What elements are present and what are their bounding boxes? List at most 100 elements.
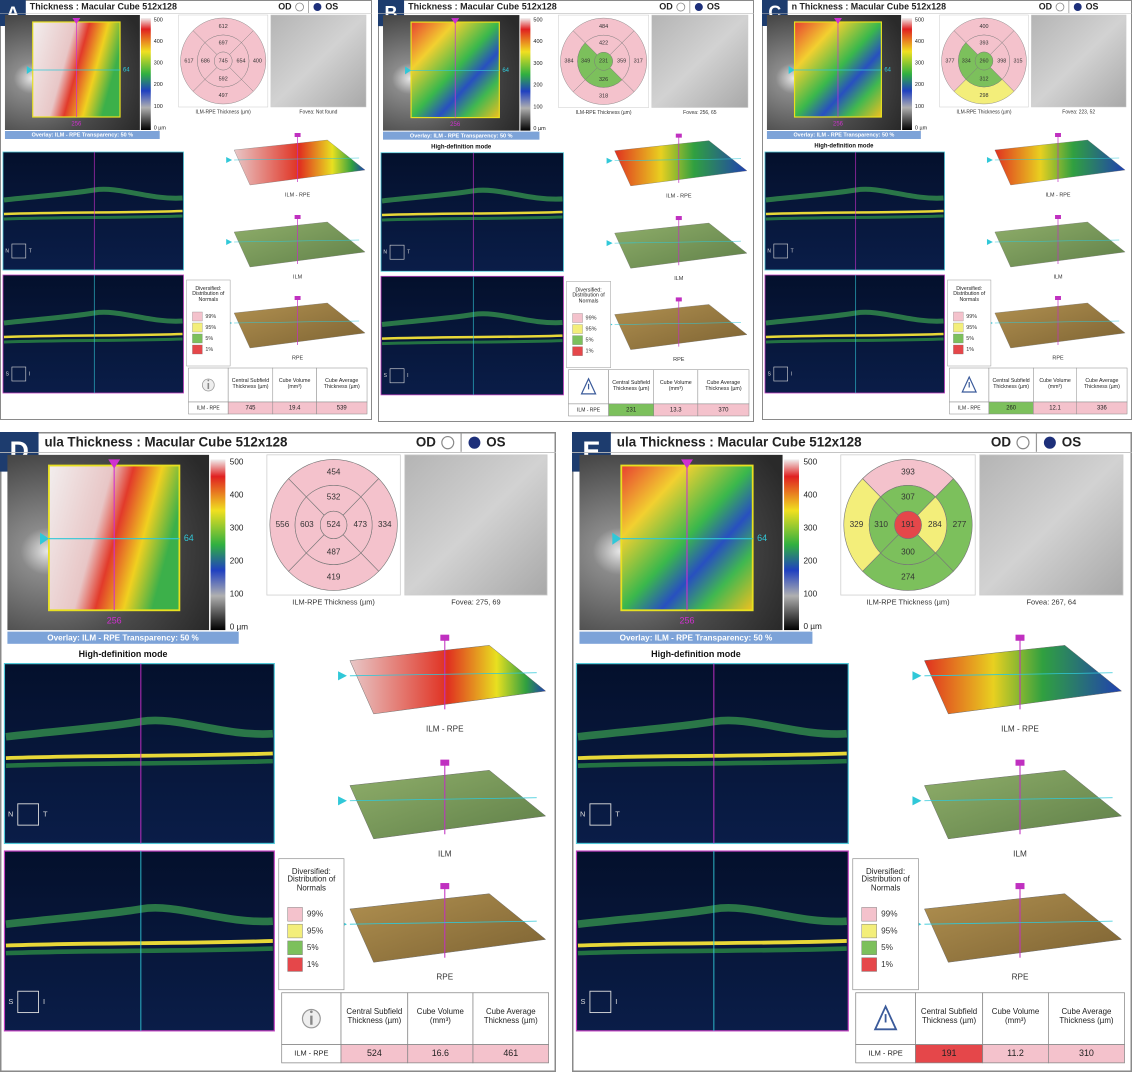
eye-os-radio bbox=[468, 436, 481, 449]
table-value: 16.6 bbox=[432, 1048, 449, 1058]
surface-label: ILM bbox=[674, 276, 684, 282]
surface-marker bbox=[440, 759, 450, 766]
overlay-caption: Overlay: ILM - RPE Transparency: 50 % bbox=[47, 633, 199, 642]
legend-swatch bbox=[953, 333, 964, 344]
inner-value: 422 bbox=[599, 41, 608, 47]
legend-swatch bbox=[192, 333, 203, 344]
eye-od-radio bbox=[1055, 2, 1065, 12]
overlay-bar bbox=[766, 131, 921, 139]
scan-marker-left bbox=[40, 532, 49, 545]
hd-mode: High-definition mode bbox=[814, 144, 874, 150]
surface-cyan bbox=[994, 157, 1120, 161]
inner-value: 487 bbox=[327, 548, 341, 557]
map-label: ILM-RPE Thickness (µm) bbox=[196, 109, 252, 115]
table-header: Central Subfield Thickness (µm) bbox=[920, 1008, 978, 1027]
legend-label: 99% bbox=[307, 909, 324, 918]
table-header-cell bbox=[272, 367, 317, 403]
surface-marker bbox=[675, 133, 682, 138]
table-header: Cube Average Thickness (µm) bbox=[1083, 378, 1120, 390]
outer-value: 334 bbox=[378, 520, 392, 529]
legend-swatch bbox=[861, 923, 877, 939]
legend-label: 99% bbox=[966, 314, 977, 320]
color-bar-label: 200 bbox=[803, 555, 817, 565]
orientation-label: S bbox=[768, 371, 772, 377]
map-label: ILM-RPE Thickness (µm) bbox=[866, 598, 950, 607]
eye-os: OS bbox=[1062, 434, 1081, 449]
inner-value: 398 bbox=[997, 58, 1006, 64]
overlay-caption: Overlay: ILM - RPE Transparency: 50 % bbox=[620, 632, 773, 642]
color-bar bbox=[140, 18, 151, 130]
surface-3d bbox=[349, 770, 547, 840]
color-bar-label: 100 bbox=[154, 104, 163, 110]
surface-cyan bbox=[994, 320, 1120, 324]
color-bar-label: 100 bbox=[230, 589, 244, 598]
table-value: 231 bbox=[626, 408, 637, 414]
surface-marker bbox=[1055, 296, 1061, 300]
legend-label: 99% bbox=[586, 315, 597, 321]
orientation-label: I bbox=[615, 997, 617, 1006]
outer-value: 377 bbox=[945, 58, 954, 64]
color-bar-label: 400 bbox=[230, 491, 244, 500]
info-icon-mark bbox=[310, 1015, 313, 1025]
fovea-label: Fovea: 267, 64 bbox=[1026, 598, 1076, 607]
surface-label: RPE bbox=[436, 973, 453, 982]
surface-marker bbox=[440, 883, 450, 890]
surface-label: ILM bbox=[1013, 848, 1027, 858]
color-bar-label: 0 µm bbox=[154, 125, 167, 131]
legend-title-box: Diversified: Distribution of Normals bbox=[572, 287, 604, 304]
eye-od-radio bbox=[441, 435, 455, 450]
panel-canvas: A Thickness : Macular Cube 512x128 OD OS642… bbox=[0, 0, 372, 420]
orientation-label: T bbox=[43, 809, 48, 818]
orientation-label: N bbox=[383, 250, 387, 256]
legend-label: 95% bbox=[205, 325, 216, 331]
eye-od: OD bbox=[416, 434, 436, 449]
table-value: 310 bbox=[1079, 1048, 1094, 1058]
oct-rpe bbox=[577, 751, 847, 760]
table-value: 11.2 bbox=[1007, 1048, 1024, 1058]
color-bar-label: 500 bbox=[533, 18, 542, 24]
color-bar-label: 0 µm bbox=[230, 622, 248, 631]
outer-value: 484 bbox=[599, 24, 608, 30]
eye-os-radio bbox=[313, 3, 322, 11]
table-header-cell bbox=[982, 992, 1049, 1045]
table-value: 745 bbox=[246, 406, 257, 412]
orientation-box bbox=[17, 990, 39, 1014]
center-value: 745 bbox=[219, 58, 228, 64]
eye-od-radio bbox=[1016, 435, 1030, 450]
table-header: Central Subfield Thickness (µm) bbox=[231, 378, 270, 390]
scan-x-label: 64 bbox=[884, 68, 891, 74]
table-header-box: Cube Average Thickness (µm) bbox=[324, 379, 360, 390]
color-bar-label: 100 bbox=[803, 588, 817, 598]
surface-3d bbox=[233, 302, 366, 349]
surface-3d bbox=[924, 893, 1123, 963]
orientation-box bbox=[11, 243, 27, 259]
table-header-box: Cube Volume (mm³) bbox=[279, 379, 311, 390]
color-bar-label: 200 bbox=[230, 556, 244, 565]
color-bar-label: 300 bbox=[230, 523, 244, 532]
surface-cyan bbox=[614, 322, 741, 325]
eye-od: OD bbox=[1039, 1, 1053, 11]
center-value: 524 bbox=[327, 520, 341, 529]
scan-y-label: 256 bbox=[833, 122, 844, 128]
table-header-cell bbox=[472, 992, 549, 1045]
map-label: ILM-RPE Thickness (µm) bbox=[292, 598, 375, 607]
overlay-caption: Overlay: ILM - RPE Transparency: 50 % bbox=[793, 133, 894, 139]
inner-value: 592 bbox=[219, 76, 228, 82]
table-value-cell bbox=[1048, 1044, 1125, 1064]
inner-value: 686 bbox=[201, 58, 210, 64]
legend-label: 5% bbox=[966, 336, 974, 342]
table-row-label: ILM - RPE bbox=[197, 405, 221, 411]
color-bar-label: 0 µm bbox=[533, 126, 546, 132]
table-header-box: Central Subfield Thickness (µm) bbox=[231, 378, 270, 390]
table-value-cell bbox=[697, 403, 750, 417]
orientation-box bbox=[773, 366, 788, 382]
scan-x-label: 64 bbox=[123, 68, 130, 74]
inner-value: 697 bbox=[219, 40, 228, 46]
table-header-box: Cube Volume (mm³) bbox=[417, 1009, 464, 1026]
color-bar-label: 100 bbox=[915, 104, 924, 110]
legend-swatch bbox=[287, 957, 303, 972]
surface-cyan bbox=[614, 158, 741, 162]
legend-title: Diversified: Distribution of Normals bbox=[287, 867, 336, 894]
